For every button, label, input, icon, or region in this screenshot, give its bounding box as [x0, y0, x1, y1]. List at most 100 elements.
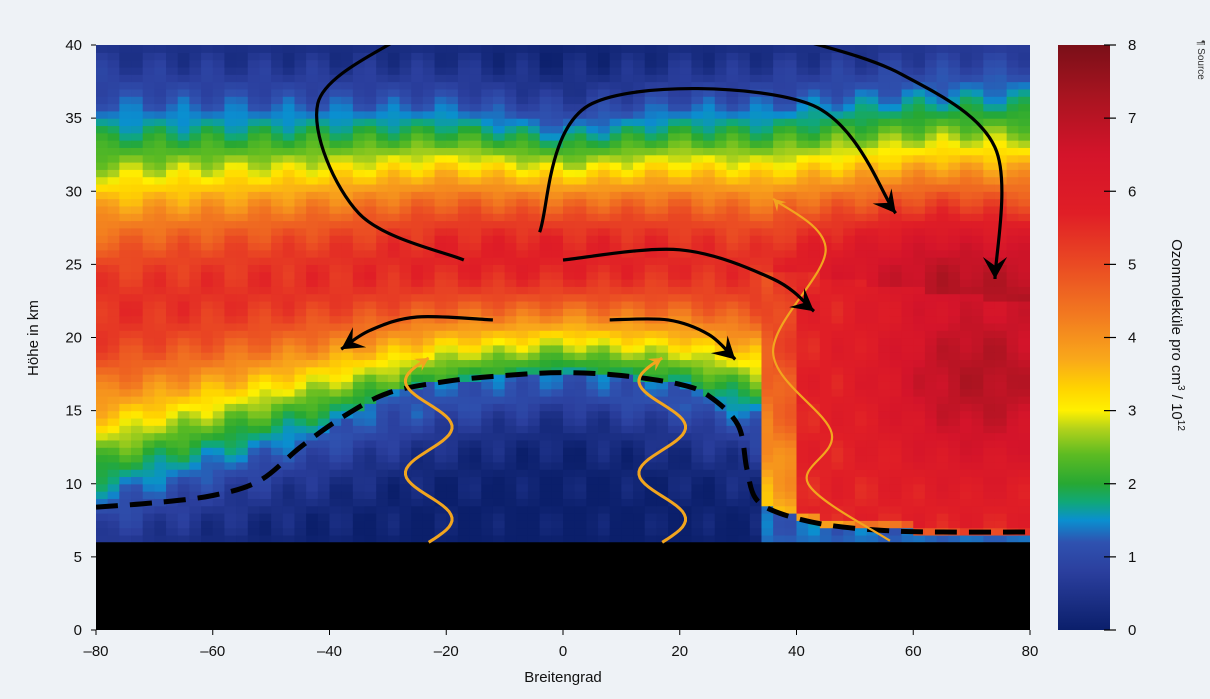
heatmap-cell	[609, 154, 622, 163]
heatmap-cell	[282, 235, 296, 244]
heatmap-cell	[668, 461, 681, 470]
heatmap-cell	[306, 454, 319, 463]
heatmap-cell	[236, 88, 249, 97]
heatmap-cell	[142, 447, 155, 456]
heatmap-cell	[598, 205, 611, 214]
heatmap-cell	[644, 169, 658, 178]
heatmap-cell	[259, 66, 272, 75]
heatmap-cell	[236, 469, 249, 478]
heatmap-cell	[119, 425, 132, 434]
heatmap-cell	[247, 242, 261, 251]
heatmap-cell	[527, 461, 541, 470]
heatmap-cell	[294, 534, 307, 543]
heatmap-cell	[586, 125, 599, 134]
heatmap-cell	[691, 410, 704, 419]
heatmap-cell	[773, 220, 786, 229]
heatmap-cell	[714, 205, 728, 214]
heatmap-cell	[516, 249, 529, 258]
heatmap-cell	[761, 257, 774, 265]
heatmap-cell	[399, 498, 412, 507]
heatmap-cell	[364, 432, 377, 441]
heatmap-cell	[376, 359, 389, 368]
heatmap-cell	[609, 125, 622, 134]
heatmap-cell	[177, 513, 190, 521]
heatmap-cell	[574, 483, 587, 492]
heatmap-cell	[644, 162, 658, 170]
heatmap-cell	[434, 403, 447, 412]
heatmap-cell	[259, 81, 272, 90]
heatmap-cell	[621, 344, 634, 353]
heatmap-cell	[236, 425, 249, 434]
heatmap-cell	[516, 183, 529, 192]
heatmap-cell	[761, 220, 774, 229]
heatmap-cell	[808, 439, 821, 448]
heatmap-cell	[609, 52, 622, 61]
heatmap-cell	[154, 527, 167, 536]
heatmap-cell	[808, 88, 821, 97]
heatmap-cell	[282, 476, 296, 485]
heatmap-cell	[598, 132, 611, 141]
heatmap-cell	[539, 359, 552, 368]
heatmap-cell	[236, 534, 249, 543]
heatmap-cell	[773, 140, 786, 148]
heatmap-cell	[609, 242, 622, 251]
heatmap-cell	[387, 396, 401, 404]
heatmap-cell	[96, 45, 109, 53]
heatmap-cell	[808, 198, 821, 207]
heatmap-cell	[609, 205, 622, 214]
heatmap-cell	[726, 220, 739, 229]
heatmap-cell	[633, 257, 646, 265]
heatmap-cell	[154, 359, 167, 368]
heatmap-cell	[96, 191, 109, 200]
heatmap-cell	[434, 52, 447, 61]
heatmap-cell	[364, 308, 377, 317]
heatmap-cell	[201, 534, 214, 543]
heatmap-cell	[819, 527, 833, 536]
heatmap-cell	[259, 242, 272, 251]
heatmap-cell	[796, 118, 809, 127]
heatmap-cell	[703, 454, 716, 463]
heatmap-cell	[703, 205, 716, 214]
heatmap-cell	[656, 103, 669, 112]
heatmap-cell	[166, 154, 179, 163]
heatmap-cell	[352, 425, 366, 434]
heatmap-cell	[633, 476, 646, 485]
heatmap-cell	[434, 279, 447, 287]
heatmap-cell	[679, 410, 693, 419]
heatmap-cell	[387, 198, 401, 207]
heatmap-cell	[621, 198, 634, 207]
heatmap-cell	[574, 410, 587, 419]
heatmap-cell	[691, 330, 704, 339]
heatmap-cell	[166, 176, 179, 185]
heatmap-cell	[761, 469, 774, 478]
heatmap-cell	[773, 154, 786, 163]
heatmap-cell	[457, 220, 471, 229]
heatmap-cell	[668, 432, 681, 441]
heatmap-cell	[259, 322, 272, 331]
heatmap-cell	[749, 286, 763, 295]
heatmap-cell	[224, 381, 237, 390]
heatmap-cell	[166, 81, 179, 90]
heatmap-cell	[271, 249, 284, 258]
heatmap-cell	[271, 81, 284, 90]
heatmap-cell	[224, 242, 237, 251]
heatmap-cell	[784, 88, 798, 97]
heatmap-cell	[189, 359, 202, 368]
heatmap-cell	[621, 242, 634, 251]
heatmap-cell	[621, 66, 634, 75]
heatmap-cell	[481, 425, 494, 434]
heatmap-cell	[329, 366, 342, 375]
heatmap-cell	[796, 286, 809, 295]
heatmap-cell	[539, 279, 552, 287]
heatmap-cell	[574, 388, 587, 397]
heatmap-cell	[598, 264, 611, 273]
heatmap-cell	[271, 432, 284, 441]
heatmap-cell	[411, 140, 424, 148]
heatmap-cell	[119, 271, 132, 280]
heatmap-cell	[294, 469, 307, 478]
heatmap-cell	[761, 293, 774, 302]
heatmap-cell	[422, 286, 436, 295]
heatmap-cell	[189, 315, 202, 324]
heatmap-cell	[656, 344, 669, 353]
heatmap-cell	[271, 205, 284, 214]
